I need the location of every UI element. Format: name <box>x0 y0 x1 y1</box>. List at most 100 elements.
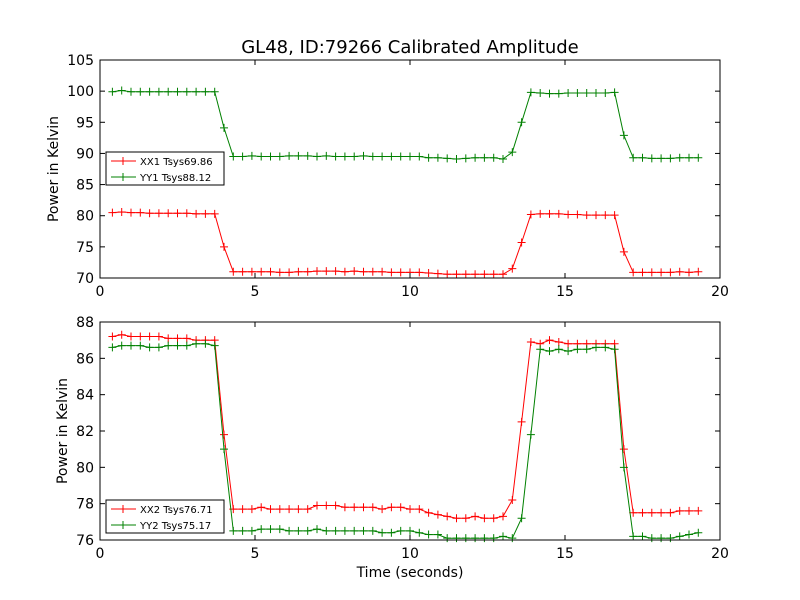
y-tick-label: 95 <box>76 115 94 131</box>
y-tick-label: 105 <box>67 53 94 69</box>
data-point <box>694 268 702 276</box>
data-point <box>620 248 628 256</box>
data-point <box>360 152 368 160</box>
data-point <box>192 88 200 96</box>
data-point <box>648 509 656 517</box>
data-point <box>527 338 535 346</box>
y-tick-label: 82 <box>76 424 94 440</box>
data-point <box>127 209 135 217</box>
data-point <box>480 534 488 542</box>
data-point <box>127 88 135 96</box>
data-point <box>201 88 209 96</box>
x-tick-label: 5 <box>251 546 260 562</box>
data-point <box>322 527 330 535</box>
x-tick-label: 20 <box>711 284 729 300</box>
x-tick-label: 0 <box>96 546 105 562</box>
data-point <box>471 154 479 162</box>
data-point <box>313 267 321 275</box>
data-point <box>257 153 265 161</box>
x-axis-label: Time (seconds) <box>356 565 464 581</box>
legend-label: YY2 Tsys75.17 <box>139 521 211 532</box>
data-point <box>174 334 182 342</box>
data-point <box>536 89 544 97</box>
data-point <box>369 527 377 535</box>
data-point <box>415 529 423 537</box>
data-point <box>453 534 461 542</box>
data-point <box>564 340 572 348</box>
data-point <box>387 529 395 537</box>
data-point <box>666 154 674 162</box>
data-point <box>285 505 293 513</box>
data-point <box>518 118 526 126</box>
data-point <box>415 505 423 513</box>
data-point <box>174 88 182 96</box>
data-point <box>434 270 442 278</box>
top-subplot: 0 5 10 15 20707580859095100105Power in Kelvi… <box>46 53 729 300</box>
y-tick-label: 100 <box>67 84 94 100</box>
data-point <box>276 505 284 513</box>
legend-label: XX1 Tsys69.86 <box>140 157 213 168</box>
data-point <box>564 89 572 97</box>
data-point <box>118 342 126 350</box>
data-point <box>201 340 209 348</box>
data-point <box>155 333 163 341</box>
data-point <box>146 88 154 96</box>
data-point <box>267 525 275 533</box>
data-point <box>601 89 609 97</box>
data-point <box>555 210 563 218</box>
data-point <box>174 342 182 350</box>
data-point <box>267 153 275 161</box>
data-point <box>546 347 554 355</box>
data-point <box>453 270 461 278</box>
data-point <box>425 509 433 517</box>
data-point <box>629 268 637 276</box>
y-tick-label: 84 <box>76 388 94 404</box>
data-point <box>415 268 423 276</box>
data-point <box>527 431 535 439</box>
data-point <box>257 268 265 276</box>
data-point <box>341 153 349 161</box>
data-point <box>220 124 228 132</box>
data-point <box>564 347 572 355</box>
y-tick-label: 85 <box>76 178 94 194</box>
legend-label: YY1 Tsys88.12 <box>139 173 211 184</box>
series-line <box>112 212 698 274</box>
data-point <box>508 265 516 273</box>
data-point <box>322 501 330 509</box>
data-point <box>211 210 219 218</box>
data-point <box>694 154 702 162</box>
data-point <box>648 534 656 542</box>
data-point <box>220 431 228 439</box>
y-axis-label: Power in Kelvin <box>55 378 71 484</box>
data-point <box>490 534 498 542</box>
data-point <box>499 512 507 520</box>
data-point <box>508 148 516 156</box>
data-point <box>257 525 265 533</box>
data-point <box>146 343 154 351</box>
data-point <box>108 333 116 341</box>
data-point <box>220 243 228 251</box>
data-point <box>294 152 302 160</box>
data-point <box>155 88 163 96</box>
series-xx2 <box>108 331 702 522</box>
y-tick-label: 75 <box>76 240 94 256</box>
data-point <box>239 268 247 276</box>
data-point <box>443 270 451 278</box>
data-point <box>443 534 451 542</box>
data-point <box>573 345 581 353</box>
data-point <box>127 342 135 350</box>
data-point <box>118 331 126 339</box>
x-tick-label: 0 <box>96 284 105 300</box>
data-point <box>508 496 516 504</box>
data-point <box>406 505 414 513</box>
data-point <box>387 503 395 511</box>
data-point <box>332 501 340 509</box>
data-point <box>573 210 581 218</box>
data-point <box>601 211 609 219</box>
data-point <box>378 153 386 161</box>
data-point <box>499 155 507 163</box>
data-point <box>583 211 591 219</box>
data-point <box>555 338 563 346</box>
bottom-subplot: 0 5 10 15 20 76 78 80 82 84 86 88 Power in Kelvin Tim… <box>55 315 729 581</box>
data-point <box>341 527 349 535</box>
